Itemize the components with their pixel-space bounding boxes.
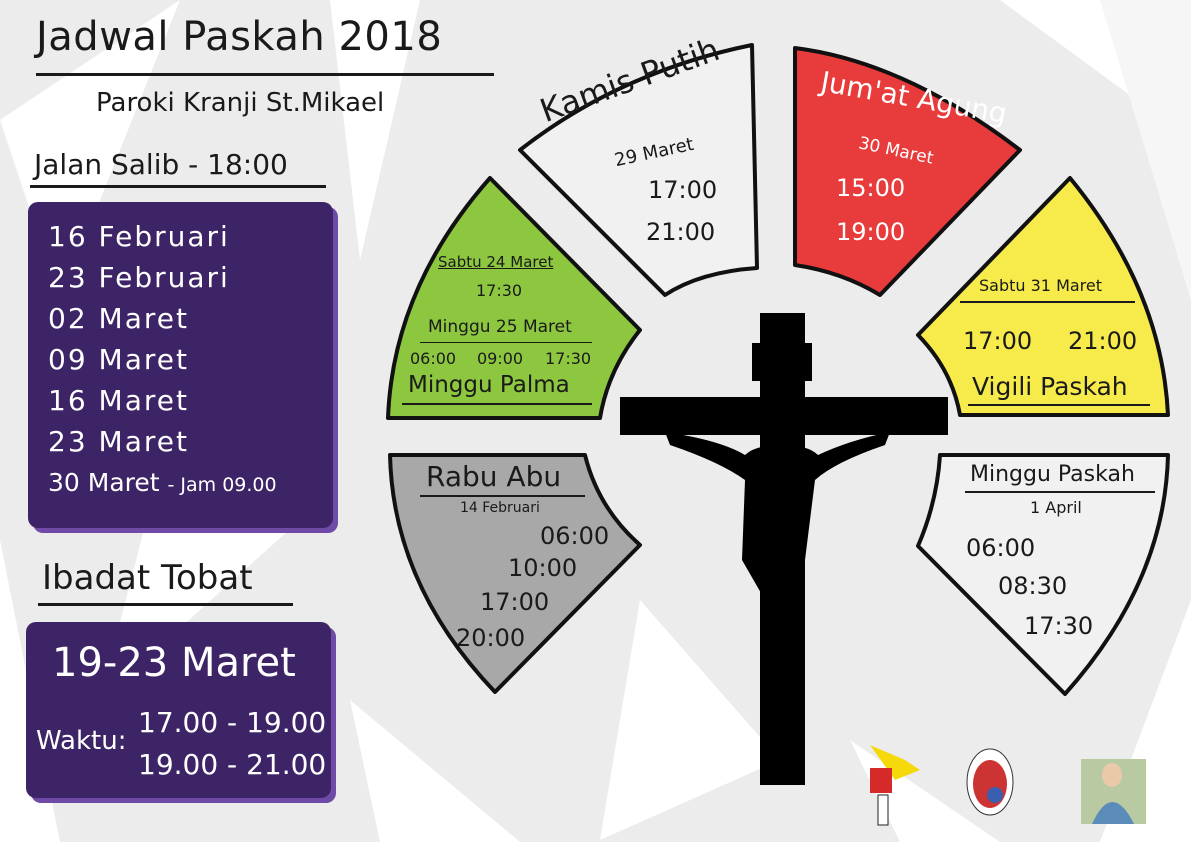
ibadat-tobat-time: 19.00 - 21.00 xyxy=(138,748,327,781)
minggu-palma-saturday: Sabtu 24 Maret xyxy=(438,253,554,271)
ibadat-tobat-time-label: Waktu: xyxy=(36,726,127,756)
page-subtitle: Paroki Kranji St.Mikael xyxy=(96,88,385,118)
crucifix xyxy=(620,313,948,785)
minggu-paskah-panel xyxy=(916,453,1170,696)
ibadat-tobat-time: 17.00 - 19.00 xyxy=(138,706,327,739)
jumat-agung-panel xyxy=(793,46,1022,297)
rabu-abu-time: 10:00 xyxy=(508,554,578,582)
jalan-salib-date: 16 Maret xyxy=(48,384,189,417)
vigili-paskah-title: Vigili Paskah xyxy=(972,372,1128,401)
ibadat-tobat-heading: Ibadat Tobat xyxy=(42,558,253,598)
jalan-salib-heading: Jalan Salib - 18:00 xyxy=(34,148,288,181)
divider xyxy=(402,403,592,405)
rabu-abu-date: 14 Februari xyxy=(460,500,540,516)
vigili-paskah-time: 17:00 xyxy=(963,327,1033,355)
logos xyxy=(870,745,1146,826)
minggu-palma-sunday-time: 09:00 xyxy=(477,349,524,368)
rabu-abu-title: Rabu Abu xyxy=(426,460,562,493)
pancasila-logo xyxy=(966,748,1014,816)
kamis-putih-panel xyxy=(518,43,759,297)
jumat-agung-time: 15:00 xyxy=(836,174,906,202)
divider xyxy=(420,495,585,497)
minggu-palma-title: Minggu Palma xyxy=(408,372,570,398)
jumat-agung-time: 19:00 xyxy=(836,218,906,246)
minggu-paskah-time: 08:30 xyxy=(998,572,1068,600)
rabu-abu-panel xyxy=(388,453,642,694)
minggu-palma-panel xyxy=(386,176,642,420)
saint-image xyxy=(1081,759,1146,824)
rabu-abu-time: 20:00 xyxy=(456,624,526,652)
vigili-paskah-date: Sabtu 31 Maret xyxy=(979,276,1103,295)
jalan-salib-date: 23 Februari xyxy=(48,261,230,294)
jalan-salib-date: 09 Maret xyxy=(48,343,189,376)
minggu-palma-sunday-time: 06:00 xyxy=(410,349,457,368)
title-underline xyxy=(36,73,494,76)
ibadat-tobat-box: 19-23 Maret Waktu: 17.00 - 19.00 19.00 -… xyxy=(26,622,331,798)
ibadat-tobat-underline xyxy=(38,603,293,606)
jalan-salib-date: 02 Maret xyxy=(48,302,189,335)
st-mikael-logo xyxy=(870,745,920,826)
jalan-salib-date: 16 Februari xyxy=(48,220,230,253)
jalan-salib-last-note: - Jam 09.00 xyxy=(167,474,277,496)
rabu-abu-time: 06:00 xyxy=(540,522,610,550)
minggu-palma-sunday-time: 17:30 xyxy=(545,349,592,368)
rabu-abu-time: 17:00 xyxy=(480,588,550,616)
divider xyxy=(968,404,1150,406)
page-title: Jadwal Paskah 2018 xyxy=(36,14,443,60)
minggu-palma-saturday-time: 17:30 xyxy=(476,281,523,300)
vigili-paskah-time: 21:00 xyxy=(1068,327,1138,355)
minggu-paskah-date: 1 April xyxy=(1030,498,1082,517)
minggu-paskah-time: 17:30 xyxy=(1024,612,1094,640)
ibadat-tobat-dates: 19-23 Maret xyxy=(52,640,296,686)
jalan-salib-last-date: 30 Maret xyxy=(48,468,160,497)
divider xyxy=(420,342,592,343)
minggu-paskah-title: Minggu Paskah xyxy=(970,462,1135,487)
kamis-putih-time: 17:00 xyxy=(648,176,718,204)
jalan-salib-box: 16 Februari 23 Februari 02 Maret 09 Mare… xyxy=(28,202,333,528)
divider xyxy=(965,491,1155,493)
jalan-salib-underline xyxy=(30,185,326,188)
minggu-palma-sunday: Minggu 25 Maret xyxy=(428,317,572,337)
jalan-salib-date: 23 Maret xyxy=(48,425,189,458)
divider xyxy=(960,301,1135,303)
vigili-paskah-panel xyxy=(916,176,1170,417)
kamis-putih-time: 21:00 xyxy=(646,218,716,246)
minggu-paskah-time: 06:00 xyxy=(966,534,1036,562)
